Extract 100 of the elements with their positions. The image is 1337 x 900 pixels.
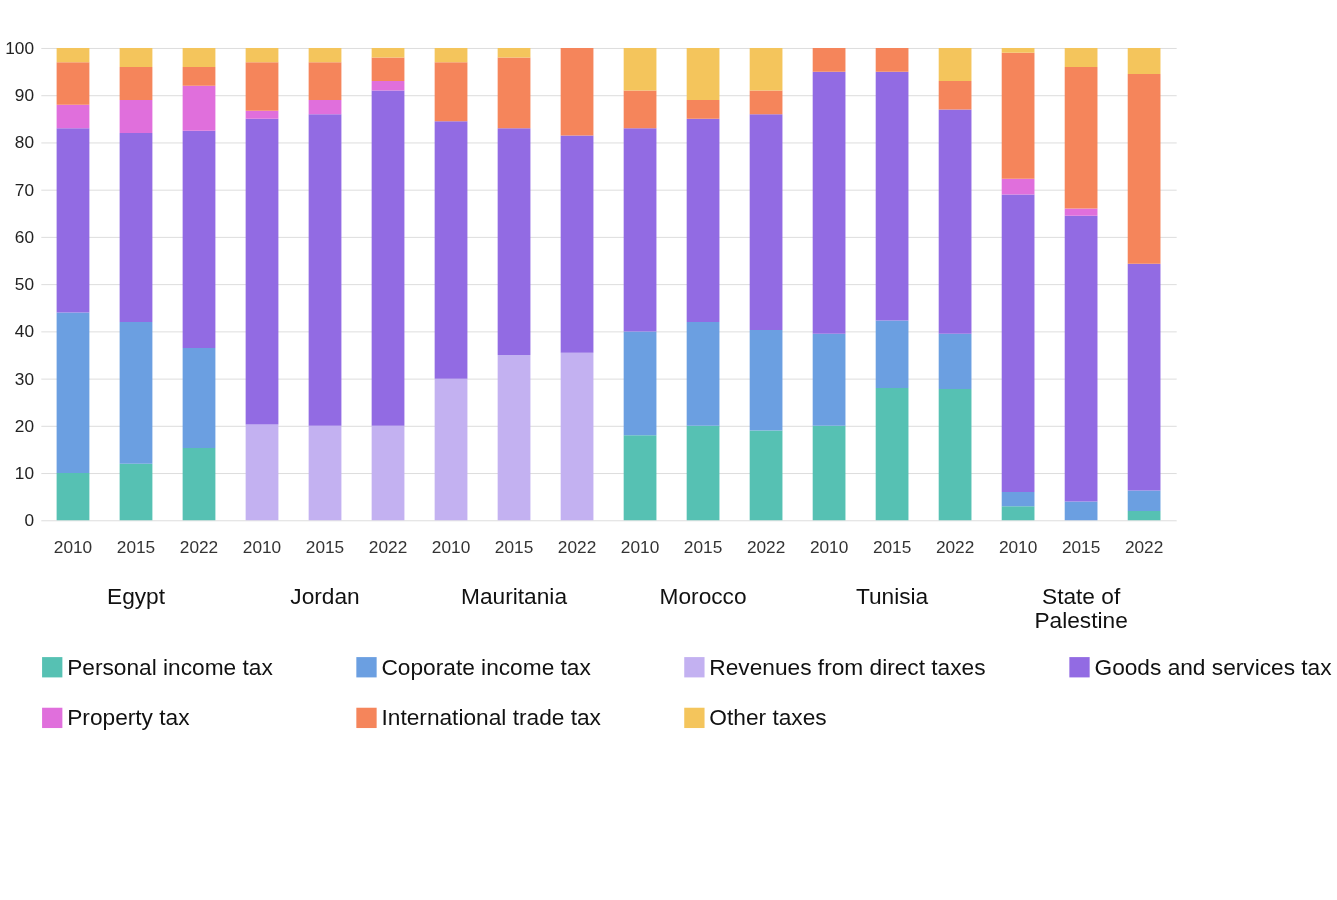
x-tick-label: 2010 [998, 536, 1038, 557]
bar [497, 48, 531, 58]
x-tick-label: 2022 [557, 536, 597, 557]
x-tick-label: 2022 [935, 536, 975, 557]
bar [749, 90, 783, 115]
y-tick-label: 0 [24, 510, 35, 531]
bar [938, 109, 972, 334]
x-tick-label: 2022 [746, 536, 786, 557]
bar [1064, 501, 1098, 521]
bar [371, 425, 405, 521]
bar [875, 48, 909, 72]
bar [308, 425, 342, 521]
bar [497, 57, 531, 129]
x-tick-label: 2015 [116, 536, 156, 557]
bar [1001, 506, 1035, 521]
bar [497, 128, 531, 356]
bar [1127, 263, 1161, 491]
legend-label: Revenues from direct taxes [709, 653, 986, 680]
bar [623, 128, 657, 332]
bar [1127, 74, 1161, 264]
bar [308, 62, 342, 100]
bar [182, 85, 216, 131]
bar [1127, 510, 1161, 521]
bar [1064, 215, 1098, 502]
bar [686, 118, 720, 322]
bar [560, 135, 594, 353]
y-tick-label: 100 [5, 37, 35, 58]
bar [245, 118, 279, 425]
legend-label: International trade tax [381, 704, 602, 731]
bar [1064, 66, 1098, 209]
bar [938, 333, 972, 390]
bar [308, 114, 342, 426]
bar [182, 48, 216, 67]
legend-label: Coporate income tax [381, 653, 592, 680]
bar [749, 430, 783, 521]
bar [434, 62, 468, 122]
x-tick-label: 2010 [620, 536, 660, 557]
x-tick-label: 2015 [305, 536, 345, 557]
x-tick-label: 2015 [494, 536, 534, 557]
bar [812, 425, 846, 521]
bar [119, 463, 153, 521]
x-tick-label: 2015 [1061, 536, 1101, 557]
bar [1127, 48, 1161, 74]
bar [812, 71, 846, 334]
x-tick-label: 2010 [431, 536, 471, 557]
bar [875, 320, 909, 389]
y-tick-label: 50 [14, 274, 35, 295]
bar [1064, 208, 1098, 216]
bar [119, 321, 153, 464]
y-tick-label: 80 [14, 132, 35, 153]
text: Egypt [107, 582, 166, 609]
bar [119, 48, 153, 67]
bar [434, 48, 468, 63]
x-tick-label: 2010 [809, 536, 849, 557]
y-tick-label: 90 [14, 85, 35, 106]
bar [1001, 52, 1035, 179]
bar [371, 90, 405, 426]
bar [182, 130, 216, 348]
bar [623, 435, 657, 521]
text: Mauritania [461, 582, 568, 609]
text: Tunisia [855, 582, 929, 609]
text: Jordan [290, 582, 360, 609]
bar [245, 62, 279, 111]
legend-label: Personal income tax [67, 653, 274, 680]
y-tick-label: 10 [14, 463, 35, 484]
x-tick-label: 2022 [179, 536, 219, 557]
bar [749, 48, 783, 91]
bar [560, 352, 594, 521]
bar [434, 121, 468, 379]
bar [56, 104, 90, 129]
bar [245, 424, 279, 521]
bar [938, 389, 972, 521]
x-tick-label: 2010 [242, 536, 282, 557]
bar [812, 48, 846, 72]
bar [245, 48, 279, 63]
x-tick-label: 2015 [872, 536, 912, 557]
y-tick-label: 70 [14, 179, 35, 200]
bar [56, 128, 90, 313]
bar [371, 81, 405, 91]
bar [497, 355, 531, 521]
bar [56, 312, 90, 474]
bar [560, 48, 594, 136]
bar [1001, 194, 1035, 492]
legend-label: Other taxes [709, 704, 827, 731]
bar [875, 71, 909, 321]
x-tick-label: 2022 [368, 536, 408, 557]
bar [686, 425, 720, 521]
y-tick-label: 40 [14, 321, 35, 342]
bar [119, 99, 153, 134]
bar [623, 48, 657, 91]
bar [623, 331, 657, 436]
bar [812, 333, 846, 426]
bar [119, 66, 153, 100]
bar [1001, 48, 1035, 53]
bar [308, 48, 342, 63]
bar [182, 448, 216, 521]
y-tick-label: 20 [14, 415, 35, 436]
bar [56, 62, 90, 105]
bar [56, 48, 90, 63]
bar [623, 90, 657, 129]
